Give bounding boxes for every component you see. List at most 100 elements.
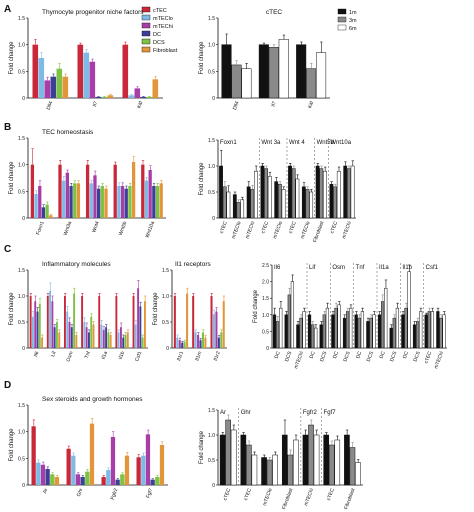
- bar-a1: [32, 44, 39, 98]
- bar-c3: [311, 324, 315, 349]
- bar-b2: [309, 191, 314, 219]
- bar-c3: [314, 327, 318, 349]
- bar-c3: [322, 314, 326, 349]
- bar-a2: [306, 68, 317, 99]
- x-tick-label-c3: DCS: [284, 350, 293, 363]
- bar-d1: [120, 474, 125, 485]
- bar-d1: [71, 455, 76, 485]
- x-tick-label-b2: mTEClo: [272, 220, 284, 239]
- bar-c2: [212, 314, 215, 348]
- bar-a1: [95, 96, 102, 98]
- chart-title-a2: cTEC: [266, 9, 283, 16]
- bar-b1: [148, 170, 152, 218]
- bar-c1: [109, 335, 112, 348]
- bar-a1: [140, 96, 147, 98]
- group-label-d2: Ghr: [241, 410, 251, 416]
- bar-d2: [349, 447, 356, 486]
- bar-c1: [34, 301, 37, 348]
- bar-d2: [323, 434, 330, 486]
- bar-b1: [49, 215, 53, 218]
- bar-d1: [75, 474, 81, 485]
- bar-c3: [302, 311, 306, 349]
- bar-a1: [56, 68, 63, 98]
- bar-c3: [284, 314, 288, 349]
- group-label-c3: Il6: [274, 265, 281, 271]
- x-tick-label-b2: cTEC: [288, 220, 298, 234]
- bar-d1: [115, 479, 120, 485]
- bar-c3: [307, 314, 312, 349]
- bar-d1: [45, 469, 50, 485]
- y-tick-label-a2: 0: [212, 96, 215, 102]
- bar-d1: [124, 455, 130, 485]
- bar-b2: [305, 189, 310, 219]
- bar-b1: [45, 204, 49, 218]
- bar-a1: [107, 95, 114, 98]
- y-tick-label-a1: 0: [22, 96, 25, 102]
- bar-d1: [145, 434, 151, 485]
- y-tick-label-c3: 2.0: [262, 280, 269, 286]
- y-tick-label-d2: 0.5: [208, 458, 215, 464]
- x-tick-label-b2: Fibroblast: [312, 220, 325, 243]
- legend-swatch-a2: [337, 8, 347, 15]
- bar-b1: [62, 180, 66, 218]
- y-tick-label-c2: 0.5: [162, 320, 169, 326]
- legend-swatch-a1: [141, 14, 151, 21]
- x-tick-label-b2: mTEChi: [245, 221, 257, 240]
- bar-c2: [201, 332, 204, 348]
- bar-b2: [347, 168, 351, 219]
- bar-b2: [319, 168, 324, 219]
- x-tick-label-c3: DCS: [342, 350, 351, 363]
- y-axis-title-d2: Fold change: [199, 430, 205, 464]
- bar-d2: [251, 454, 258, 486]
- bar-c1: [85, 327, 88, 348]
- bar-d1: [155, 477, 160, 485]
- bar-b1: [93, 175, 97, 218]
- bar-a2: [221, 44, 232, 99]
- y-axis-title-c1: Fold change: [9, 292, 15, 326]
- bar-d1: [80, 477, 85, 485]
- x-tick-label-d1: Ghr: [76, 487, 85, 497]
- bar-c3: [360, 311, 365, 349]
- bar-b1: [65, 172, 69, 218]
- bar-c1: [70, 327, 73, 348]
- bar-c3: [276, 321, 280, 349]
- bar-c1: [90, 316, 93, 348]
- bar-d2: [225, 419, 231, 486]
- bar-c1: [98, 296, 101, 348]
- bar-b2: [336, 170, 341, 219]
- panel-letter-c: C: [4, 244, 11, 255]
- group-label-b2: Wnt10a: [330, 140, 351, 146]
- x-tick-label-d2: Fibroblast: [343, 487, 356, 510]
- bar-d1: [106, 470, 111, 485]
- x-tick-label-b2: cTEC: [219, 220, 229, 234]
- bar-b1: [34, 194, 38, 218]
- bar-c3: [299, 317, 303, 349]
- legend-swatch-a1: [141, 30, 151, 37]
- y-tick-label-c1: 1.5: [18, 268, 25, 274]
- bar-d2: [272, 454, 278, 486]
- bar-c1: [81, 296, 84, 348]
- bar-c1: [73, 293, 76, 348]
- bar-d1: [159, 445, 165, 485]
- bar-b1: [152, 186, 156, 218]
- legend-swatch-a1: [141, 22, 151, 29]
- panel-letter-b: B: [4, 122, 11, 133]
- bar-c3: [346, 311, 350, 349]
- y-tick-label-a2: 1.0: [208, 43, 215, 49]
- x-tick-label-c3: DCS: [319, 350, 328, 363]
- x-tick-label-c3: DCS: [389, 350, 398, 363]
- bar-a2: [241, 68, 252, 99]
- bar-b1: [155, 186, 160, 218]
- bar-c1: [139, 306, 142, 348]
- bar-c2: [186, 293, 189, 348]
- bar-c1: [132, 296, 135, 348]
- bar-b1: [141, 164, 145, 218]
- bar-b1: [128, 186, 132, 218]
- y-tick-label-d1: 0: [22, 483, 25, 489]
- chart-title-c2: Il1 receptors: [175, 261, 212, 268]
- bar-a2: [268, 47, 279, 99]
- x-tick-label-c1: Il6: [33, 350, 41, 357]
- legend-swatch-a2: [337, 16, 347, 23]
- bar-d1: [36, 462, 41, 485]
